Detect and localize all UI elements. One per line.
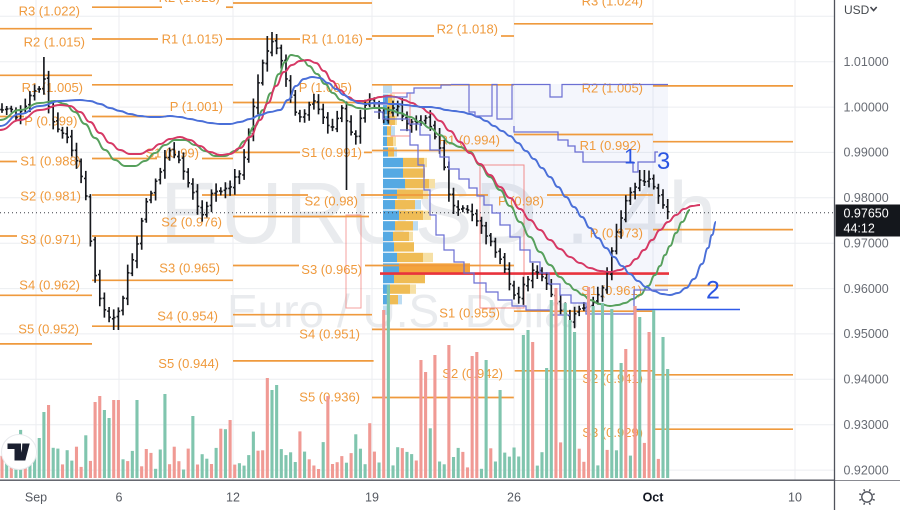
svg-text:R2 (1.018): R2 (1.018) [437,22,498,37]
svg-text:S4 (0.951): S4 (0.951) [299,327,360,342]
svg-text:S1 (0.988): S1 (0.988) [20,154,81,169]
svg-text:R3 (1.024): R3 (1.024) [582,0,643,9]
svg-text:26: 26 [507,491,521,505]
svg-text:R3 (1.022): R3 (1.022) [19,4,80,19]
svg-text:0.94000: 0.94000 [844,373,889,387]
svg-text:0.92000: 0.92000 [844,463,889,477]
svg-text:R1 (0.992): R1 (0.992) [580,138,641,153]
svg-text:0.93000: 0.93000 [844,418,889,432]
svg-text:Sep: Sep [25,491,47,505]
svg-text:19: 19 [365,491,379,505]
svg-text:S2 (0.976): S2 (0.976) [161,215,222,230]
svg-text:Oct: Oct [643,491,665,505]
svg-text:0.98000: 0.98000 [844,191,889,205]
svg-text:0.95000: 0.95000 [844,327,889,341]
svg-text:P (0.999): P (0.999) [24,114,77,129]
svg-text:44:12: 44:12 [844,222,875,236]
svg-text:0.99000: 0.99000 [844,146,889,160]
svg-text:1.01000: 1.01000 [844,55,889,69]
svg-text:S1 (0.961): S1 (0.961) [581,283,642,298]
svg-text:S5 (0.944): S5 (0.944) [158,356,219,371]
svg-text:EURUSD . 4h: EURUSD . 4h [160,165,719,262]
svg-text:S2 (0.98): S2 (0.98) [305,194,358,209]
svg-text:1: 1 [624,146,636,169]
svg-text:R1 (1.005): R1 (1.005) [22,80,83,95]
svg-text:R1 (0.994): R1 (0.994) [439,133,500,148]
svg-text:P (1.001): P (1.001) [170,99,223,114]
svg-text:2: 2 [706,277,720,305]
svg-text:S1 (0.991): S1 (0.991) [301,145,362,160]
svg-text:R2 (1.023): R2 (1.023) [159,0,220,5]
svg-text:1.00000: 1.00000 [844,100,889,114]
svg-text:S4 (0.954): S4 (0.954) [157,309,218,324]
svg-text:0.96000: 0.96000 [844,282,889,296]
svg-text:10: 10 [788,491,802,505]
svg-text:S4 (0.962): S4 (0.962) [19,278,80,293]
svg-text:12: 12 [226,491,240,505]
svg-text:0.97650: 0.97650 [844,207,889,221]
svg-text:R2 (1.015): R2 (1.015) [24,35,85,50]
svg-text:S5 (0.952): S5 (0.952) [18,322,79,337]
svg-text:R2 (1.005): R2 (1.005) [582,81,643,96]
svg-text:S3 (0.965): S3 (0.965) [159,261,220,276]
svg-text:0.97000: 0.97000 [844,237,889,251]
svg-text:6: 6 [116,491,123,505]
svg-text:S3 (0.965): S3 (0.965) [301,262,362,277]
svg-text:S5 (0.936): S5 (0.936) [299,390,360,405]
svg-text:3: 3 [657,148,670,175]
svg-text:S1 (0.955): S1 (0.955) [439,305,500,320]
svg-text:R1 (1.016): R1 (1.016) [302,32,363,47]
svg-text:S2 (0.981): S2 (0.981) [20,189,81,204]
svg-text:S3 (0.971): S3 (0.971) [20,232,81,247]
svg-text:USD: USD [844,3,870,17]
svg-text:R1 (1.015): R1 (1.015) [162,32,223,47]
